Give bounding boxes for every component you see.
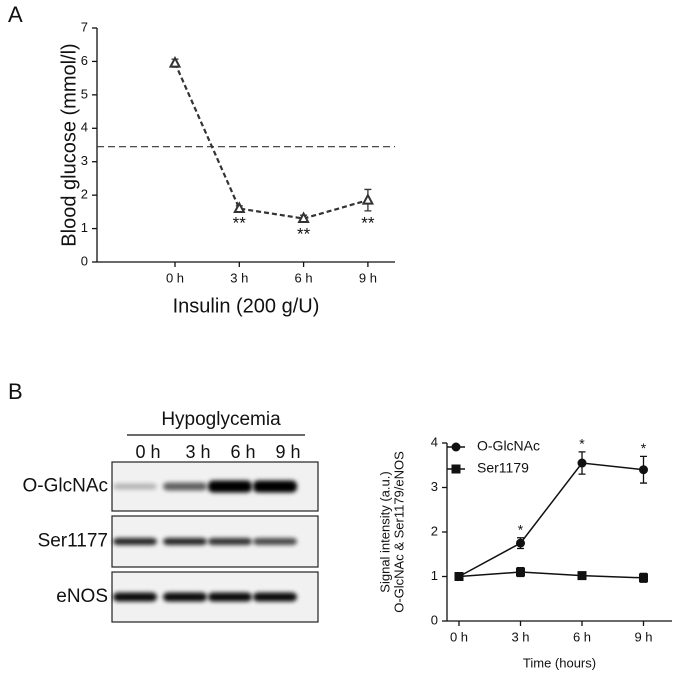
marker	[451, 442, 461, 452]
lane-label: 3 h	[185, 442, 210, 462]
marker	[639, 465, 648, 475]
y-axis-label: Blood glucose (mmol/l)	[58, 43, 80, 246]
x-tick-label: 6 h	[295, 270, 313, 285]
marker	[516, 538, 525, 548]
blot-band	[163, 482, 207, 491]
significance: *	[518, 521, 524, 537]
significance: **	[297, 224, 311, 243]
y-tick-label: 3	[81, 153, 88, 168]
blot-band	[208, 480, 252, 493]
marker	[361, 193, 375, 205]
y-tick-label: 0	[431, 612, 438, 627]
marker	[297, 211, 310, 224]
lane-label: 9 h	[275, 442, 300, 462]
x-axis-label: Insulin (200 g/U)	[173, 295, 320, 317]
blot-band	[163, 592, 207, 602]
blot-band	[253, 538, 297, 545]
y-tick-label: 1	[431, 568, 438, 583]
y-tick-label: 4	[431, 434, 438, 449]
significance: **	[361, 213, 375, 232]
blot-row-label: eNOS	[56, 586, 108, 607]
marker	[451, 464, 461, 474]
panel-label: B	[8, 379, 23, 404]
blot-band	[208, 538, 252, 545]
y-tick-label: 3	[431, 479, 438, 494]
x-tick-label: 3 h	[511, 629, 529, 644]
blot-band	[113, 592, 157, 602]
x-tick-label: 9 h	[359, 270, 377, 285]
blot-band	[113, 483, 157, 490]
marker	[577, 458, 587, 468]
blot-band	[163, 538, 207, 545]
x-tick-label: 0 h	[450, 629, 468, 644]
significance: *	[641, 440, 647, 456]
y-tick-label: 2	[81, 187, 88, 202]
marker	[577, 571, 587, 581]
y-axis-label: O-GlcNAc & Ser1179/eNOS	[391, 451, 406, 613]
blot-band	[113, 538, 157, 545]
blot-condition: Hypoglycemia	[161, 409, 281, 430]
y-tick-label: 0	[81, 253, 88, 268]
y-tick-label: 6	[81, 53, 88, 68]
blot-row-label: O-GlcNAc	[23, 476, 109, 497]
marker	[516, 567, 525, 577]
marker	[639, 573, 648, 583]
blot-band	[208, 592, 252, 602]
series-line	[458, 571, 644, 579]
y-tick-label: 5	[81, 86, 88, 101]
blot-band	[253, 592, 297, 602]
marker	[168, 55, 182, 68]
marker	[233, 201, 246, 214]
x-tick-label: 3 h	[230, 270, 248, 285]
x-tick-label: 9 h	[634, 629, 652, 644]
legend-label: O-GlcNAc	[477, 438, 540, 454]
legend-label: Ser1179	[477, 460, 529, 476]
blot-band	[253, 480, 297, 493]
x-axis-label: Time (hours)	[523, 655, 596, 670]
series-line	[458, 462, 644, 578]
y-axis-label: Signal intensity (a.u.)	[377, 471, 392, 592]
lane-label: 0 h	[135, 442, 160, 462]
blot-row-label: Ser1177	[38, 531, 108, 552]
series-line	[173, 62, 369, 220]
x-tick-label: 6 h	[573, 629, 591, 644]
y-tick-label: 4	[81, 120, 88, 135]
panel-label: A	[8, 2, 23, 27]
y-tick-label: 7	[81, 19, 88, 34]
significance: *	[579, 436, 585, 452]
significance: **	[233, 214, 247, 233]
lane-label: 6 h	[230, 442, 255, 462]
y-tick-label: 1	[81, 220, 88, 235]
x-tick-label: 0 h	[166, 270, 184, 285]
y-tick-label: 2	[431, 523, 438, 538]
marker	[454, 572, 464, 581]
